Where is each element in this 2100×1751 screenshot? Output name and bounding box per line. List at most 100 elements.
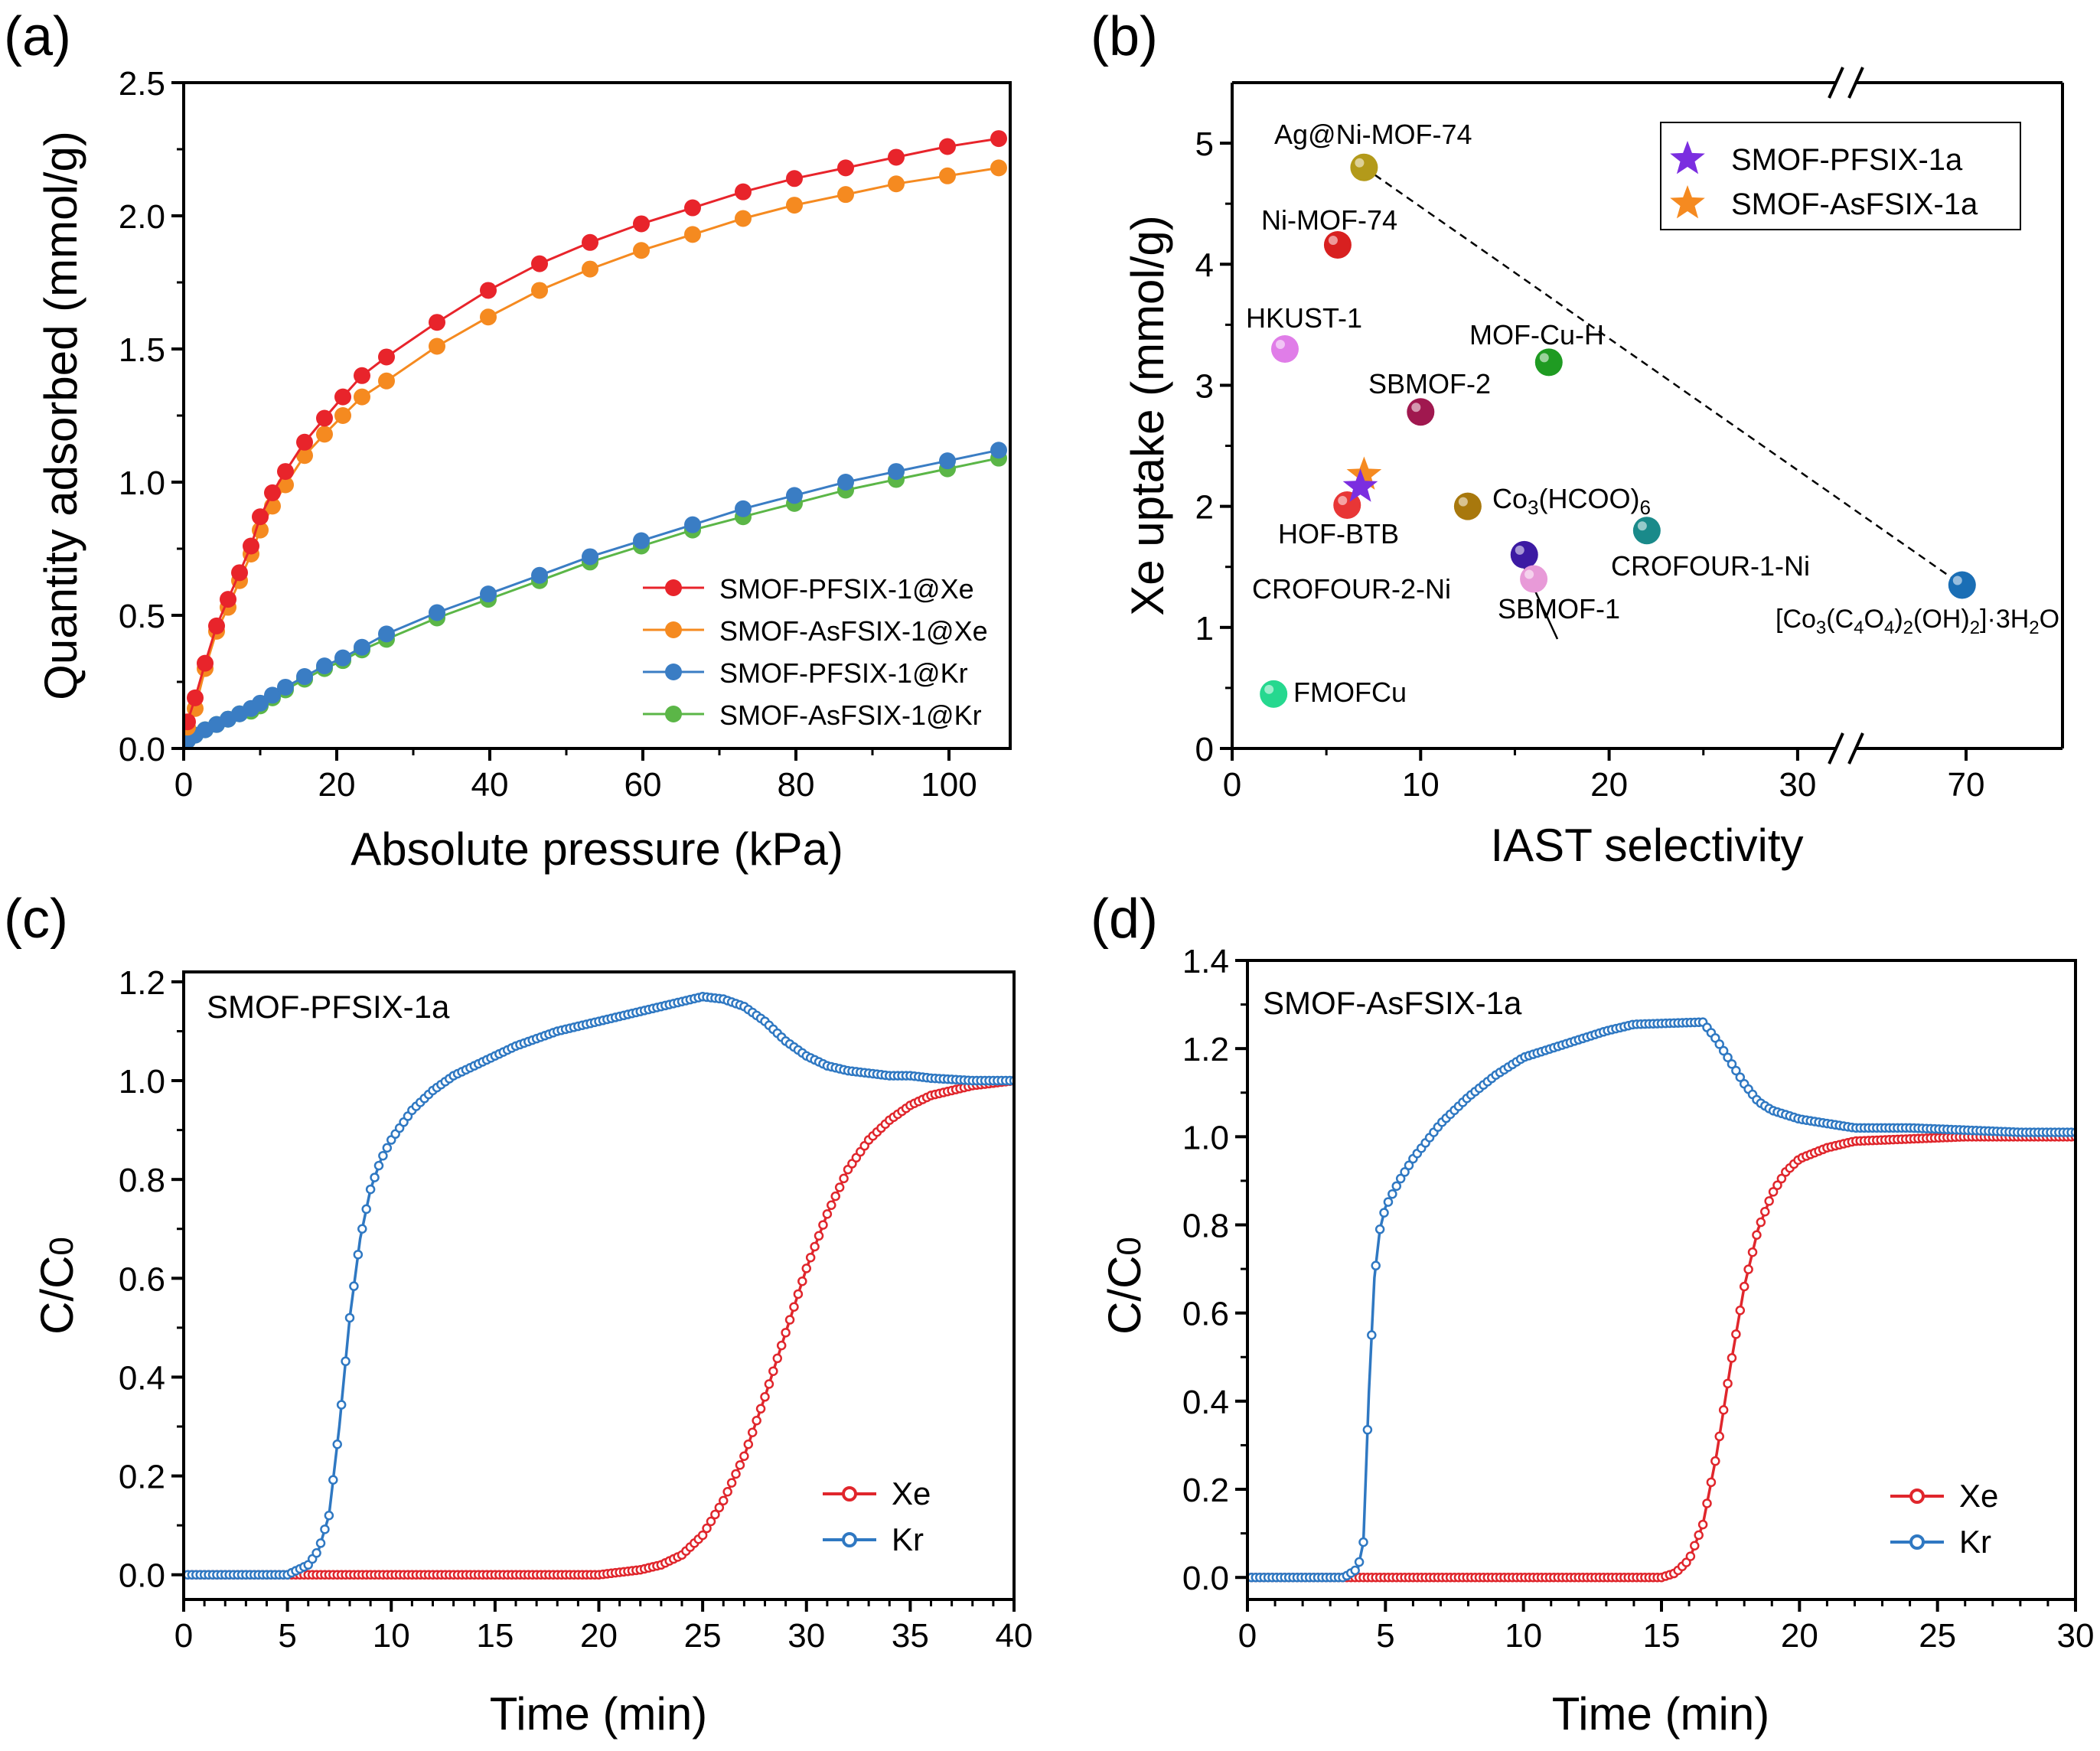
x-tick-label: 30 — [2057, 1617, 2095, 1655]
data-point — [1756, 1217, 1766, 1228]
sphere-highlight — [1275, 340, 1285, 349]
data-point — [743, 1440, 754, 1449]
data-point — [220, 591, 236, 608]
y-tick-label: 0.0 — [119, 1557, 165, 1595]
panel-label-b: (b) — [1091, 6, 1158, 67]
data-point — [1358, 1537, 1368, 1547]
y-tick-label: 1.0 — [119, 465, 165, 502]
panel-a-frame — [182, 81, 1012, 750]
panel-c-frame — [182, 970, 1016, 1601]
data-point — [1697, 1519, 1708, 1530]
series-line — [184, 995, 1014, 1577]
data-point — [378, 1150, 388, 1161]
y-tick-label: 1 — [1195, 610, 1214, 647]
legend-marker — [665, 664, 682, 680]
data-point — [789, 1302, 799, 1312]
data-point — [480, 282, 497, 299]
y-tick-label: 1.0 — [119, 1063, 165, 1100]
x-tick-label: 30 — [788, 1617, 825, 1655]
star-point — [1346, 456, 1382, 490]
sphere-point — [1510, 540, 1538, 569]
x-tick-label: 20 — [1590, 766, 1628, 804]
y-tick-label: 1.5 — [119, 331, 165, 369]
data-point — [296, 433, 313, 451]
point-label: CROFOUR-1-Ni — [1611, 550, 1810, 582]
data-point — [990, 159, 1007, 177]
y-tick-label: 2 — [1195, 489, 1214, 527]
y-tick-label: 4 — [1195, 246, 1214, 284]
data-point — [382, 1143, 393, 1153]
data-point — [1768, 1187, 1779, 1197]
data-point — [1714, 1039, 1724, 1049]
data-point — [277, 678, 294, 696]
y-tick-label: 0 — [1195, 731, 1214, 768]
sphere-point — [1453, 492, 1482, 520]
data-point — [429, 604, 445, 621]
y-tick-label: 0.4 — [119, 1359, 165, 1397]
data-point — [722, 1486, 732, 1497]
x-tick-label: 0 — [174, 1617, 193, 1655]
legend-star-pfsix — [1670, 141, 1705, 174]
panel-c-legend: Xe Kr — [823, 1475, 931, 1557]
sphere-point — [1534, 348, 1563, 377]
data-point — [334, 649, 351, 667]
legend-label-asfsix: SMOF-AsFSIX-1a — [1731, 187, 1978, 221]
legend-label-pfsix: SMOF-PFSIX-1a — [1731, 143, 1963, 177]
data-point — [370, 1172, 380, 1182]
data-point — [1718, 1045, 1729, 1056]
data-point — [752, 1416, 761, 1426]
y-tick-label: 2.0 — [119, 198, 165, 236]
data-point — [354, 388, 370, 406]
legend-star-asfsix — [1670, 185, 1705, 219]
data-point — [1374, 1224, 1385, 1234]
data-point — [939, 167, 956, 184]
data-point — [252, 694, 269, 712]
sphere-point — [1350, 153, 1378, 181]
data-point — [1727, 1353, 1737, 1363]
data-point — [582, 548, 598, 566]
panel-d-chart: 0 5 10 15 20 25 30 0.0 0.2 0.4 0.6 0.8 1.0 1.2 1.4 SMO… — [1099, 943, 2094, 1740]
panel-d-frame — [1246, 959, 2077, 1601]
data-point — [1723, 1052, 1733, 1062]
data-point — [1731, 1065, 1741, 1076]
data-point — [786, 170, 803, 187]
data-point — [582, 260, 598, 278]
data-point — [316, 426, 333, 443]
data-point — [1776, 1173, 1787, 1184]
data-point — [373, 1160, 384, 1171]
data-point — [531, 255, 548, 272]
panel-c-chart: 0 5 10 15 20 25 30 35 40 0.0 0.2 0.4 0.6 0.8 1.0 1.2 SM… — [31, 964, 1032, 1740]
data-point — [1735, 1072, 1746, 1082]
data-point — [378, 372, 395, 390]
data-point — [805, 1252, 816, 1263]
data-point — [197, 654, 214, 672]
data-point — [726, 1478, 737, 1488]
data-point — [755, 1404, 766, 1414]
data-point — [735, 500, 752, 517]
data-point — [480, 308, 497, 326]
panel-d-legend: Xe Kr — [1890, 1478, 1998, 1560]
point-label: HOF-BTB — [1278, 518, 1399, 549]
panel-a-xlabel: Absolute pressure (kPa) — [351, 823, 843, 875]
panel-c-ylabel: C/C0 — [31, 1237, 83, 1335]
data-point — [1710, 1456, 1720, 1466]
point-label: SBMOF-2 — [1368, 368, 1491, 399]
data-point — [296, 447, 313, 465]
data-point — [633, 215, 650, 233]
data-point — [1685, 1551, 1696, 1561]
data-point — [1743, 1264, 1753, 1274]
data-point — [184, 713, 196, 731]
x-tick-label: 5 — [1376, 1617, 1394, 1655]
data-point — [378, 348, 395, 366]
data-point — [633, 242, 650, 259]
y-tick-label: 0.2 — [119, 1459, 165, 1496]
data-point — [277, 476, 294, 494]
data-point — [764, 1379, 774, 1389]
data-point — [719, 1495, 729, 1506]
data-point — [1395, 1173, 1406, 1184]
panel-label-d: (d) — [1091, 889, 1158, 950]
y-tick-label: 1.4 — [1182, 943, 1229, 980]
y-tick-label: 1.2 — [119, 964, 165, 1002]
x-tick-label: 5 — [278, 1617, 296, 1655]
data-point — [747, 1427, 758, 1438]
